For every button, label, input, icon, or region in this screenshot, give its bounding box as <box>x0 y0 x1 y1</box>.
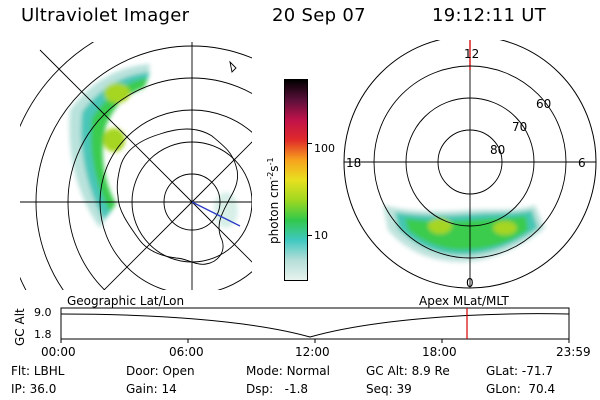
instrument-title: Ultraviolet Imager <box>21 5 190 26</box>
time-tick-2359: 23:59 <box>556 345 591 359</box>
time-tick-1200: 12:00 <box>295 345 330 359</box>
mlat-label-80: 80 <box>490 143 506 157</box>
mlt-label-12: 12 <box>464 47 480 61</box>
colorbar-tick-100 <box>307 143 312 144</box>
info-mode: Mode: Normal <box>246 364 330 378</box>
magnetic-dial <box>343 40 597 289</box>
mlat-label-60: 60 <box>536 97 552 111</box>
svg-text:photon cm-2s-1: photon cm-2s-1 <box>266 157 281 244</box>
info-gain: Gain: 14 <box>126 382 177 396</box>
mlt-label-18: 18 <box>346 156 362 170</box>
colorbar-label-100: 100 <box>314 142 335 155</box>
date-label: 20 Sep 07 <box>272 5 366 26</box>
altitude-ymin: 1.8 <box>34 328 52 341</box>
colorbar-label-10: 10 <box>314 229 328 242</box>
geographic-map <box>20 42 252 290</box>
mlt-label-0: 0 <box>466 276 474 290</box>
apex-label: Apex MLat/MLT <box>419 294 509 308</box>
info-seq: Seq: 39 <box>366 382 412 396</box>
info-glon: GLon: 70.4 <box>486 382 556 396</box>
spacecraft-direction-line <box>191 201 241 227</box>
info-gcalt: GC Alt: 8.9 Re <box>366 364 450 378</box>
time-tick-1800: 18:00 <box>422 345 457 359</box>
continent-outline <box>116 128 239 265</box>
colorbar-units-label: photon cm-2s-1 <box>266 157 281 244</box>
info-flt: Flt: LBHL <box>11 364 65 378</box>
info-glat: GLat: -71.7 <box>486 364 553 378</box>
mlt-label-6: 6 <box>578 156 586 170</box>
altitude-ymax: 9.0 <box>34 306 52 319</box>
info-door: Door: Open <box>126 364 195 378</box>
info-dsp: Dsp: -1.8 <box>246 382 309 396</box>
info-ip: IP: 36.0 <box>11 382 57 396</box>
time-tick-0600: 06:00 <box>169 345 204 359</box>
aurora-emission-magnetic <box>383 205 545 262</box>
svg-text:GC Alt: GC Alt <box>13 308 27 346</box>
mlat-label-70: 70 <box>512 120 528 134</box>
time-tick-0000: 00:00 <box>41 345 76 359</box>
colorbar-tick-10 <box>307 235 312 236</box>
altitude-plot <box>60 307 570 343</box>
altitude-curve <box>60 313 570 338</box>
geographic-label: Geographic Lat/Lon <box>67 294 185 308</box>
time-label: 19:12:11 UT <box>432 5 547 26</box>
color-scale-bar <box>284 79 308 281</box>
altitude-axis-label: GC Alt <box>13 308 27 346</box>
